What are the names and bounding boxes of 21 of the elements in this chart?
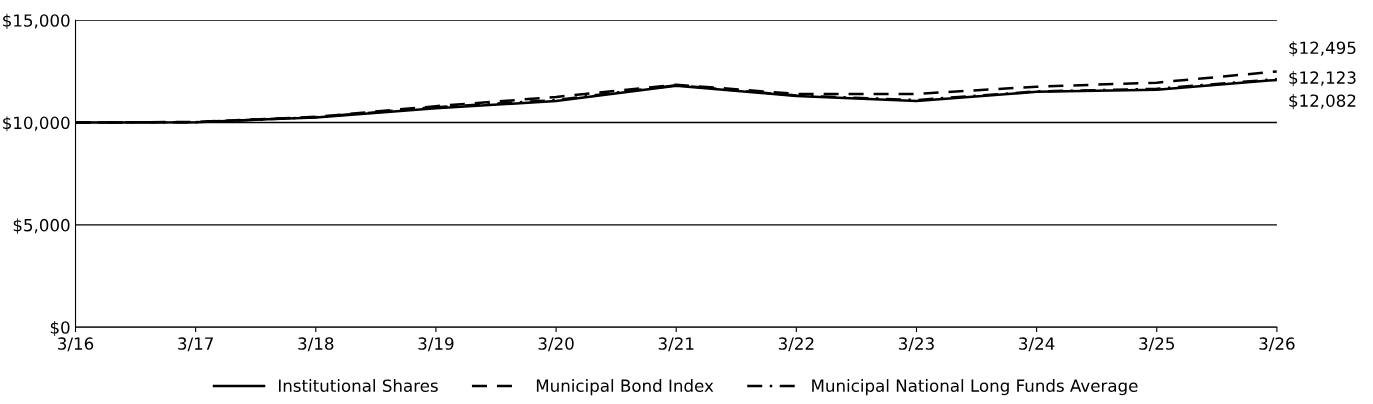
x-tick-label: 3/18 [298, 337, 334, 352]
x-tick-label: 3/25 [1139, 337, 1175, 352]
x-tick-label: 3/22 [778, 337, 814, 352]
x-tick-label: 3/26 [1259, 337, 1295, 352]
y-tick-label: $5,000 [13, 218, 70, 234]
x-tick-label: 3/23 [899, 337, 934, 352]
x-tick-label: 3/21 [658, 337, 694, 352]
y-tick-label: $10,000 [3, 116, 70, 132]
x-tick-label: 3/17 [178, 337, 213, 352]
x-tick-label: 3/16 [58, 337, 94, 352]
annotation: $12,123 [1289, 71, 1356, 87]
legend-label: Municipal National Long Funds Average [812, 379, 1138, 396]
legend-label: Municipal Bond Index [536, 379, 714, 396]
y-tick-label: $0 [50, 320, 70, 337]
annotation: $12,082 [1289, 94, 1356, 110]
y-tick-label: $15,000 [3, 13, 70, 29]
x-tick-label: 3/24 [1019, 337, 1055, 352]
annotation: $12,495 [1289, 41, 1356, 57]
x-tick-label: 3/19 [418, 337, 454, 352]
x-tick-label: 3/20 [538, 337, 574, 352]
legend-label: Institutional Shares [278, 379, 438, 392]
